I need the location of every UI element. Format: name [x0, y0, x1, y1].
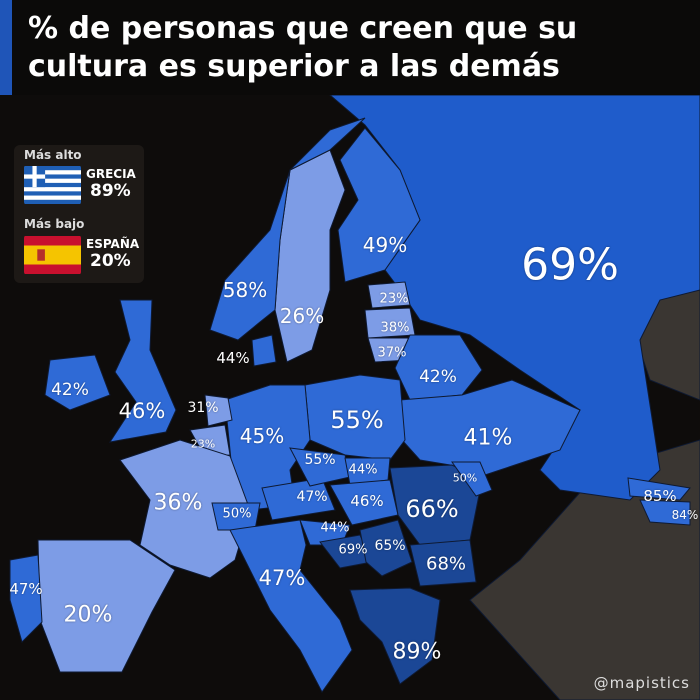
legend-highest-value: 89%	[90, 181, 131, 201]
value-label-austria: 47%	[296, 489, 328, 505]
value-label-lithuania: 37%	[377, 345, 407, 361]
credit-text: @mapistics	[593, 674, 690, 692]
value-label-portugal: 47%	[9, 580, 43, 598]
region-italy	[229, 519, 353, 693]
legend-highest-heading: Más alto	[24, 148, 82, 162]
region-estonia	[367, 281, 411, 309]
region-portugal	[9, 554, 43, 643]
value-label-poland: 55%	[330, 406, 384, 434]
value-label-slovakia: 44%	[348, 462, 378, 478]
legend-highest-country: GRECIA	[86, 167, 136, 181]
region-uk	[108, 299, 177, 443]
value-label-romania: 66%	[405, 495, 459, 523]
value-label-belgium: 23%	[190, 437, 216, 451]
region-sweden	[274, 149, 346, 363]
region-denmark	[251, 334, 277, 367]
region-moldova	[451, 461, 493, 497]
value-label-netherlands: 31%	[187, 400, 219, 416]
legend-box: Más alto GRECIA 89% Más bajo ESPAÑA 20%	[14, 145, 144, 283]
region-finland	[337, 127, 421, 283]
region-bulgaria	[409, 539, 477, 587]
region-netherlands	[204, 394, 233, 427]
value-label-moldova: 50%	[452, 471, 478, 485]
value-label-finland: 49%	[362, 233, 408, 257]
value-label-greece: 89%	[392, 639, 442, 665]
region-spain	[37, 539, 176, 673]
region-austria	[261, 477, 336, 521]
greece-flag-icon	[24, 165, 81, 205]
region-ireland	[44, 354, 111, 411]
region-georgia	[627, 477, 691, 501]
value-label-czechia: 55%	[304, 452, 336, 468]
value-label-latvia: 38%	[380, 320, 410, 336]
value-label-norway: 58%	[222, 278, 268, 302]
value-label-switzerland: 50%	[222, 506, 252, 522]
value-label-spain: 20%	[63, 602, 113, 628]
region-serbia	[359, 519, 413, 577]
value-label-bosnia: 69%	[338, 542, 368, 558]
value-label-croatia: 44%	[320, 520, 350, 536]
value-label-estonia: 23%	[379, 291, 409, 307]
value-label-germany: 45%	[239, 424, 285, 448]
legend-lowest-country: ESPAÑA	[86, 237, 140, 251]
spain-flag-icon	[24, 235, 81, 275]
region-armenia-azerbaijan	[639, 499, 691, 526]
legend-lowest-heading: Más bajo	[24, 217, 85, 231]
value-label-denmark: 44%	[216, 349, 250, 367]
value-label-sweden: 26%	[279, 304, 325, 328]
value-label-france: 36%	[153, 490, 203, 516]
region-norway	[209, 117, 366, 341]
value-label-hungary: 46%	[350, 492, 384, 510]
region-greece	[349, 587, 441, 685]
region-ukraine	[399, 379, 581, 481]
title-banner: % de personas que creen que su cultura e…	[0, 0, 700, 95]
region-poland	[304, 374, 406, 461]
value-label-georgia: 85%	[643, 487, 677, 505]
value-label-russia: 69%	[521, 239, 619, 291]
value-label-ireland: 42%	[51, 380, 89, 400]
value-label-belarus: 42%	[419, 367, 457, 387]
value-label-armenia-azerbaijan: 84%	[671, 508, 699, 522]
title-accent-bar	[0, 0, 12, 95]
value-label-bulgaria: 68%	[425, 553, 467, 575]
value-label-ukraine: 41%	[463, 425, 513, 451]
legend-lowest-value: 20%	[90, 251, 131, 271]
value-label-serbia: 65%	[374, 538, 406, 554]
value-label-italy: 47%	[258, 566, 306, 590]
value-label-uk: 46%	[118, 399, 166, 423]
region-france	[119, 439, 251, 579]
page-title: % de personas que creen que su cultura e…	[28, 11, 578, 84]
